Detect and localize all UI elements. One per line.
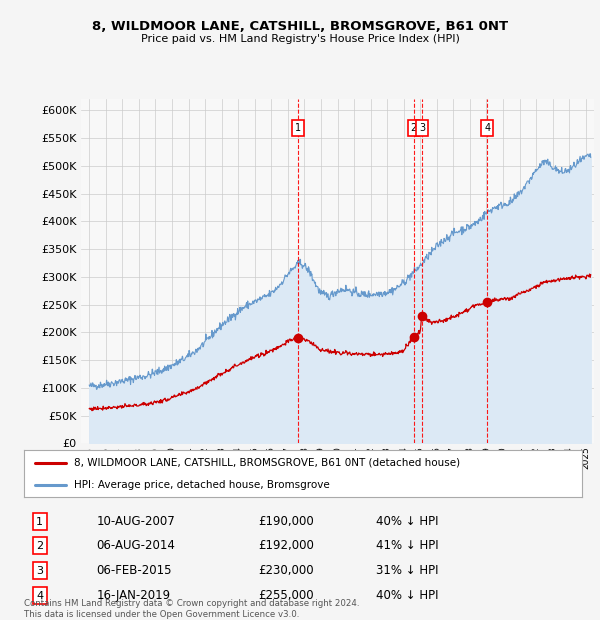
Text: 4: 4 xyxy=(36,591,43,601)
Text: 40% ↓ HPI: 40% ↓ HPI xyxy=(376,515,438,528)
Text: £230,000: £230,000 xyxy=(259,564,314,577)
Text: 31% ↓ HPI: 31% ↓ HPI xyxy=(376,564,438,577)
Text: 8, WILDMOOR LANE, CATSHILL, BROMSGROVE, B61 0NT: 8, WILDMOOR LANE, CATSHILL, BROMSGROVE, … xyxy=(92,20,508,33)
Text: 10-AUG-2007: 10-AUG-2007 xyxy=(97,515,175,528)
Text: 41% ↓ HPI: 41% ↓ HPI xyxy=(376,539,438,552)
Text: 3: 3 xyxy=(419,123,425,133)
Text: 1: 1 xyxy=(295,123,301,133)
Text: £255,000: £255,000 xyxy=(259,589,314,602)
Text: 16-JAN-2019: 16-JAN-2019 xyxy=(97,589,170,602)
Text: £192,000: £192,000 xyxy=(259,539,314,552)
Text: Contains HM Land Registry data © Crown copyright and database right 2024.
This d: Contains HM Land Registry data © Crown c… xyxy=(24,600,359,619)
Text: 40% ↓ HPI: 40% ↓ HPI xyxy=(376,589,438,602)
Text: 4: 4 xyxy=(484,123,490,133)
Text: 06-FEB-2015: 06-FEB-2015 xyxy=(97,564,172,577)
Text: £190,000: £190,000 xyxy=(259,515,314,528)
Text: 2: 2 xyxy=(36,541,43,551)
Text: 8, WILDMOOR LANE, CATSHILL, BROMSGROVE, B61 0NT (detached house): 8, WILDMOOR LANE, CATSHILL, BROMSGROVE, … xyxy=(74,458,460,468)
Text: 3: 3 xyxy=(36,565,43,576)
Text: Price paid vs. HM Land Registry's House Price Index (HPI): Price paid vs. HM Land Registry's House … xyxy=(140,34,460,44)
Text: 1: 1 xyxy=(36,517,43,527)
Text: HPI: Average price, detached house, Bromsgrove: HPI: Average price, detached house, Brom… xyxy=(74,480,330,490)
Text: 06-AUG-2014: 06-AUG-2014 xyxy=(97,539,175,552)
Text: 2: 2 xyxy=(410,123,417,133)
